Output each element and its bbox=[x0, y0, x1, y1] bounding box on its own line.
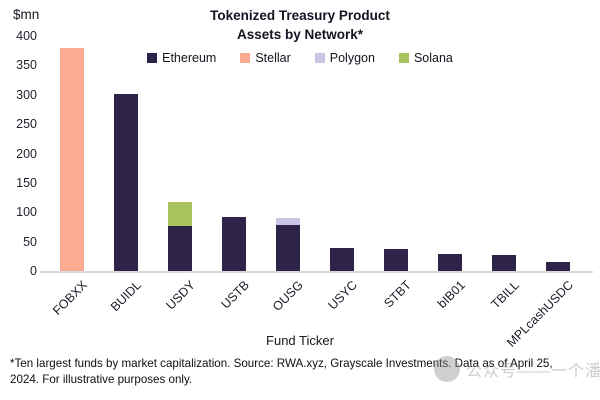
y-tick-label: 300 bbox=[16, 87, 37, 102]
bar-segment-ethereum-BUIDL bbox=[114, 93, 138, 271]
legend-item-solana: Solana bbox=[398, 51, 453, 65]
bar-segment-ethereum-bIB01 bbox=[438, 253, 462, 271]
y-tick-label: 350 bbox=[16, 58, 37, 73]
bar-segment-ethereum-STBT bbox=[384, 249, 408, 271]
solana-swatch-icon bbox=[398, 53, 409, 63]
bar-segment-ethereum-OUSG bbox=[276, 225, 300, 271]
bar-segment-ethereum-USDY bbox=[168, 225, 192, 271]
bar-segment-polygon-OUSG bbox=[276, 218, 300, 226]
y-tick-label: 200 bbox=[16, 146, 37, 161]
footnote: *Ten largest funds by market capitalizat… bbox=[10, 357, 553, 386]
polygon-swatch-icon bbox=[314, 53, 325, 63]
y-tick-label: 100 bbox=[16, 205, 37, 220]
bar-segment-stellar-FOBXX bbox=[60, 47, 84, 271]
legend-label: Stellar bbox=[255, 51, 291, 65]
bar-segment-ethereum-USTB bbox=[222, 216, 246, 271]
ethereum-swatch-icon bbox=[147, 53, 158, 63]
stellar-swatch-icon bbox=[240, 53, 251, 63]
y-axis-unit-label: $mn bbox=[13, 7, 40, 22]
y-tick-label: 250 bbox=[16, 117, 37, 132]
y-tick-label: 0 bbox=[30, 264, 37, 278]
y-tick-label: 50 bbox=[23, 234, 37, 249]
legend: Ethereum Stellar Polygon Solana bbox=[0, 51, 600, 65]
chart-title-line2: Assets by Network* bbox=[236, 27, 364, 42]
chart-title-line1: Tokenized Treasury Product bbox=[210, 8, 390, 23]
bar-segment-ethereum-MPLcashUSDC bbox=[546, 261, 570, 271]
legend-label: Polygon bbox=[329, 51, 375, 65]
bar-segment-ethereum-TBILL bbox=[492, 255, 516, 271]
legend-label: Ethereum bbox=[162, 51, 217, 65]
legend-item-stellar: Stellar bbox=[240, 51, 291, 65]
legend-item-ethereum: Ethereum bbox=[147, 51, 216, 65]
bar-segment-ethereum-USYC bbox=[330, 247, 354, 271]
legend-item-polygon: Polygon bbox=[314, 51, 375, 65]
x-axis-title: Fund Ticker bbox=[266, 333, 334, 348]
chart-title: Tokenized Treasury Product Assets by Net… bbox=[0, 6, 600, 44]
y-tick-label: 150 bbox=[16, 175, 37, 190]
legend-label: Solana bbox=[413, 51, 453, 65]
y-tick-label: 400 bbox=[16, 29, 37, 43]
bar-segment-solana-USDY bbox=[168, 202, 192, 226]
x-axis-line bbox=[40, 271, 593, 273]
